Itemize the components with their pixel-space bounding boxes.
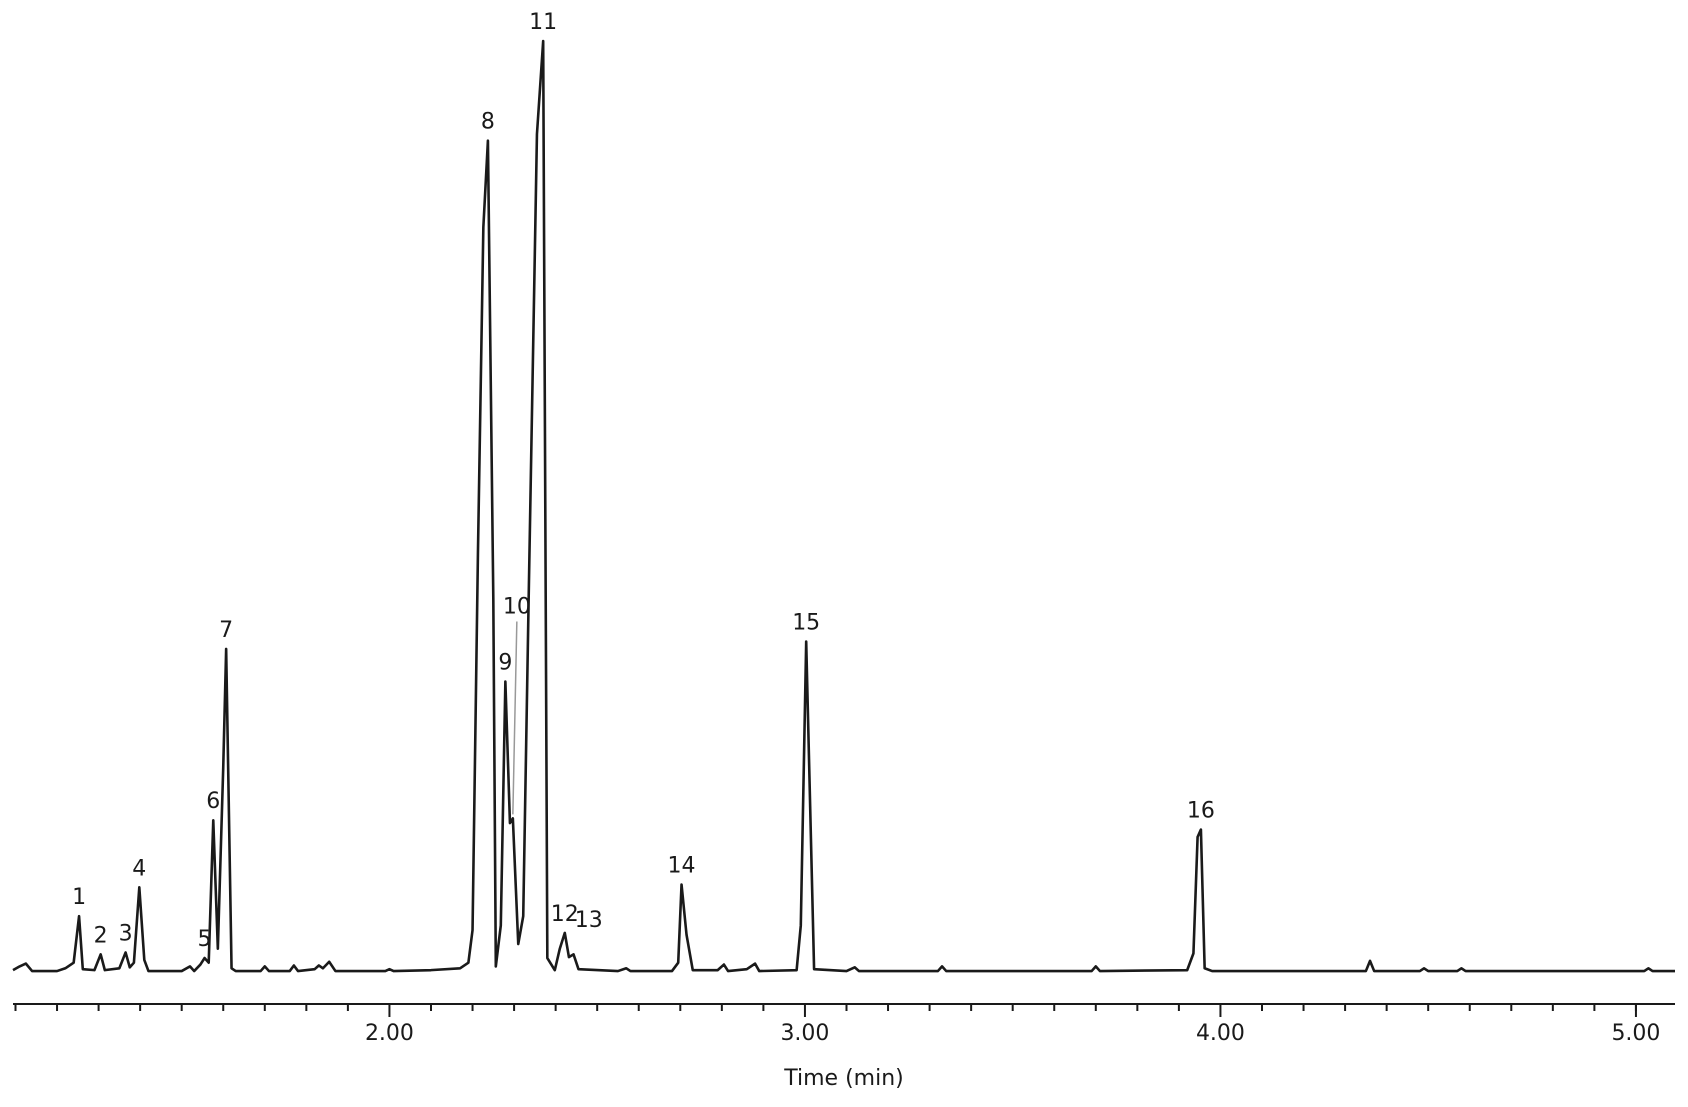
peak-label: 5 <box>198 927 212 952</box>
peak-label: 3 <box>119 921 133 946</box>
leader-line <box>512 621 518 815</box>
x-tick-label: 2.00 <box>365 1021 414 1046</box>
peak-label: 14 <box>668 853 696 878</box>
peak-label: 2 <box>94 923 108 948</box>
peak-label: 1 <box>72 885 86 910</box>
peak-label: 4 <box>132 856 146 881</box>
x-tick-label: 5.00 <box>1611 1021 1660 1046</box>
x-axis-title: Time (min) <box>783 1066 904 1091</box>
peak-label: 13 <box>575 908 603 933</box>
peak-label: 10 <box>503 595 531 620</box>
peak-label: 12 <box>551 902 579 927</box>
x-tick-label: 4.00 <box>1196 1021 1245 1046</box>
peak-label: 15 <box>792 610 820 635</box>
peak-label: 9 <box>498 651 512 676</box>
peak-label: 16 <box>1187 799 1215 824</box>
peak-label: 6 <box>206 789 220 814</box>
x-tick-label: 3.00 <box>780 1021 829 1046</box>
chromatogram-trace <box>12 39 1675 973</box>
peak-label: 11 <box>529 10 557 35</box>
peak-label: 7 <box>219 618 233 643</box>
peak-label: 8 <box>481 110 495 135</box>
